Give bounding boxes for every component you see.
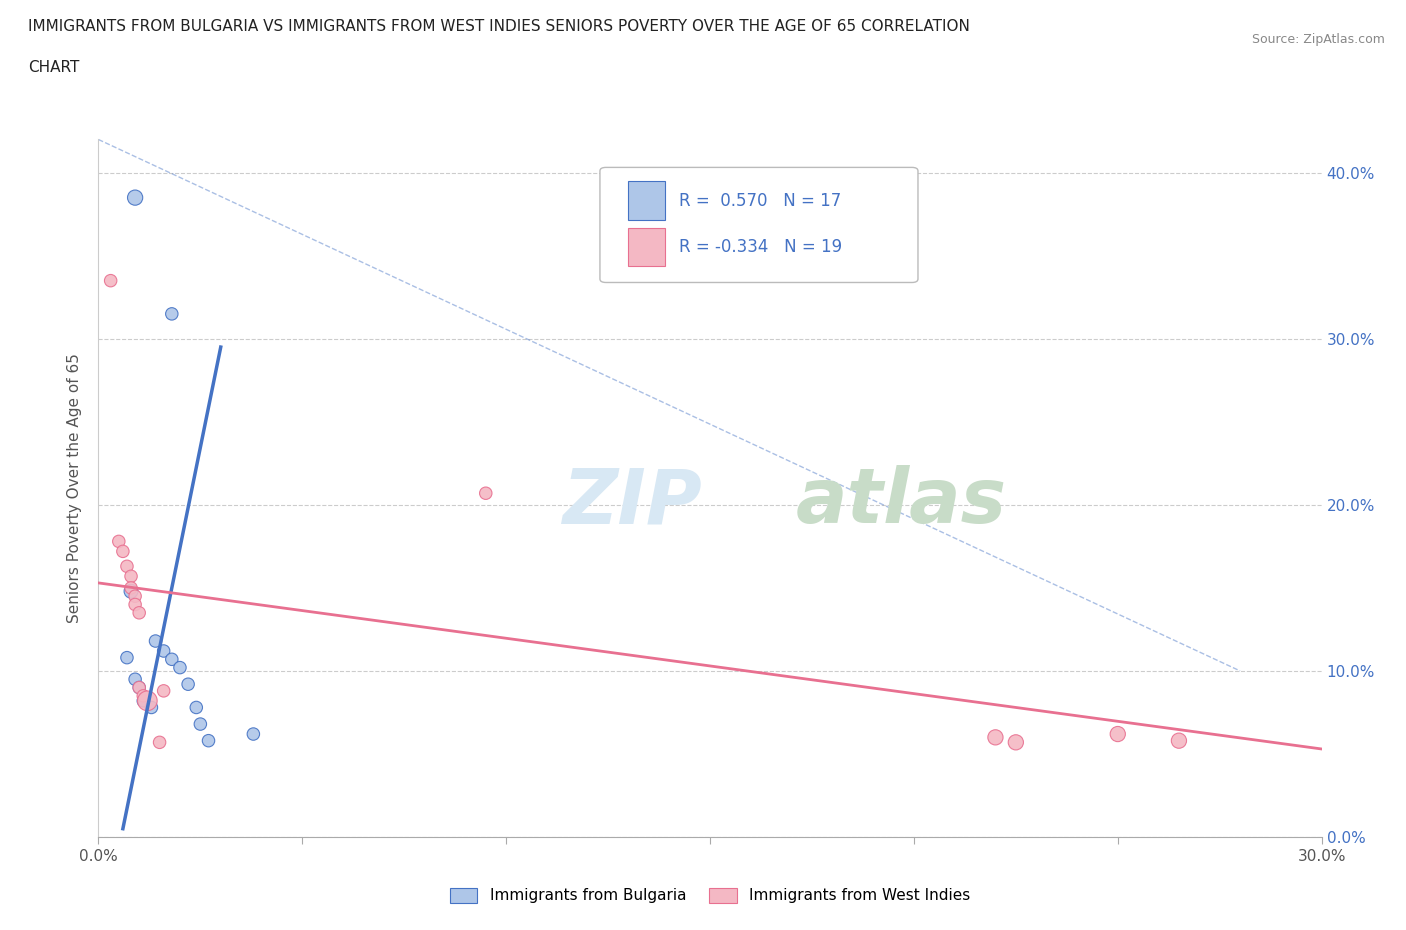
Point	[242, 726, 264, 741]
FancyBboxPatch shape	[600, 167, 918, 283]
Point	[169, 660, 191, 675]
Text: CHART: CHART	[28, 60, 80, 75]
Point	[120, 584, 142, 599]
Point	[128, 680, 150, 695]
Point	[152, 684, 174, 698]
Point	[152, 644, 174, 658]
Point	[108, 534, 131, 549]
Text: ZIP: ZIP	[564, 465, 703, 539]
Point	[132, 688, 155, 703]
Point	[115, 650, 138, 665]
Point	[124, 191, 146, 206]
Point	[149, 735, 172, 750]
Point	[1004, 735, 1026, 750]
Point	[132, 694, 155, 709]
Legend: Immigrants from Bulgaria, Immigrants from West Indies: Immigrants from Bulgaria, Immigrants fro…	[444, 882, 976, 910]
Point	[177, 677, 200, 692]
Point	[160, 307, 183, 322]
Point	[120, 580, 142, 595]
Point	[111, 544, 134, 559]
Point	[124, 597, 146, 612]
Point	[120, 569, 142, 584]
Text: Source: ZipAtlas.com: Source: ZipAtlas.com	[1251, 33, 1385, 46]
Point	[100, 273, 122, 288]
Point	[160, 652, 183, 667]
Bar	[628, 228, 665, 266]
Point	[197, 733, 219, 748]
Point	[128, 605, 150, 620]
Point	[984, 730, 1007, 745]
Point	[128, 680, 150, 695]
Point	[188, 717, 212, 732]
Point	[474, 485, 498, 500]
Point	[1167, 733, 1189, 748]
Text: R =  0.570   N = 17: R = 0.570 N = 17	[679, 192, 842, 209]
Point	[1107, 726, 1129, 741]
Point	[136, 694, 159, 709]
Point	[124, 589, 146, 604]
Point	[145, 633, 167, 648]
Y-axis label: Seniors Poverty Over the Age of 65: Seniors Poverty Over the Age of 65	[67, 353, 83, 623]
Text: atlas: atlas	[796, 465, 1007, 539]
Point	[124, 671, 146, 686]
Bar	[628, 181, 665, 219]
Text: IMMIGRANTS FROM BULGARIA VS IMMIGRANTS FROM WEST INDIES SENIORS POVERTY OVER THE: IMMIGRANTS FROM BULGARIA VS IMMIGRANTS F…	[28, 19, 970, 33]
Point	[186, 700, 208, 715]
Point	[141, 700, 163, 715]
Text: R = -0.334   N = 19: R = -0.334 N = 19	[679, 238, 842, 257]
Point	[115, 559, 138, 574]
